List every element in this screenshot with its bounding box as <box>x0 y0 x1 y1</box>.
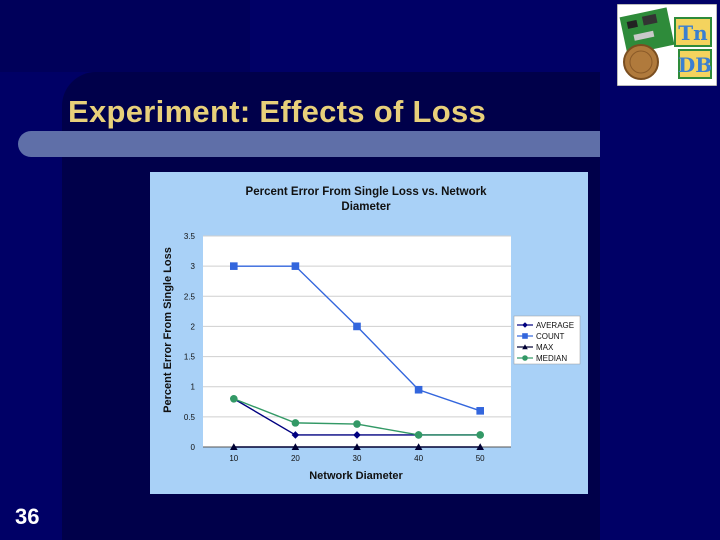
x-tick-label: 20 <box>291 454 300 463</box>
data-point <box>414 443 423 451</box>
legend-label: MAX <box>536 343 554 352</box>
background-block <box>0 0 250 72</box>
y-tick-labels: 0 0.5 1 1.5 2 2.5 3 3.5 <box>184 232 196 452</box>
x-tick-labels: 10 20 30 40 50 <box>229 454 485 463</box>
data-point <box>230 443 238 451</box>
data-point <box>522 355 528 361</box>
data-point <box>414 385 423 394</box>
series-median <box>230 394 485 439</box>
line-chart: Percent Error From Single Loss vs. Netwo… <box>162 186 581 482</box>
y-tick-label: 1 <box>191 383 196 392</box>
chart-panel: Percent Error From Single Loss vs. Netwo… <box>150 172 588 494</box>
legend-label: COUNT <box>536 332 565 341</box>
data-point <box>414 431 423 439</box>
data-point <box>291 419 300 427</box>
x-tick-label: 10 <box>229 454 238 463</box>
y-tick-label: 0 <box>191 443 196 452</box>
data-point <box>476 431 485 439</box>
x-axis-label: Network Diameter <box>309 470 403 482</box>
chart-title-line-1: Percent Error From Single Loss vs. Netwo… <box>246 186 488 198</box>
x-tick-label: 30 <box>353 454 362 463</box>
data-point <box>353 431 361 439</box>
y-tick-label: 2.5 <box>184 292 196 301</box>
data-point <box>476 443 484 451</box>
series-max <box>230 443 484 451</box>
data-series <box>230 262 485 451</box>
data-point <box>353 443 361 451</box>
circuit-board-penny-logo-icon: Tn DB <box>617 4 717 86</box>
legend-item: COUNT <box>517 332 565 341</box>
data-point <box>353 322 361 331</box>
data-point <box>291 262 300 270</box>
data-point <box>476 407 484 415</box>
data-point <box>353 420 361 428</box>
slide-number: 36 <box>15 504 40 529</box>
data-point <box>230 262 238 270</box>
data-point <box>522 344 528 350</box>
y-tick-label: 0.5 <box>184 413 196 422</box>
y-tick-label: 2 <box>191 322 196 331</box>
x-tick-label: 50 <box>476 454 485 463</box>
series-count <box>230 262 484 415</box>
plot-area <box>203 236 511 447</box>
legend-label: AVERAGE <box>536 321 574 330</box>
svg-text:Tn: Tn <box>678 21 708 45</box>
title-underline-bar <box>18 131 600 157</box>
data-point <box>522 333 528 339</box>
data-point <box>291 431 300 439</box>
data-point <box>230 394 238 403</box>
chart-legend: AVERAGE COUNT MAX MEDIAN <box>513 315 581 365</box>
data-point <box>291 443 300 451</box>
y-tick-label: 3.5 <box>184 232 196 241</box>
legend-item: MEDIAN <box>517 354 567 363</box>
chart-title-line-2: Diameter <box>341 201 391 213</box>
legend-item: MAX <box>517 343 554 352</box>
legend-label: MEDIAN <box>536 354 567 363</box>
y-axis-label: Percent Error From Single Loss <box>162 247 174 413</box>
svg-text:DB: DB <box>678 53 712 77</box>
x-tick-label: 40 <box>414 454 423 463</box>
y-tick-label: 3 <box>191 262 196 271</box>
y-tick-label: 1.5 <box>184 353 196 362</box>
slide-title: Experiment: Effects of Loss <box>68 94 487 129</box>
